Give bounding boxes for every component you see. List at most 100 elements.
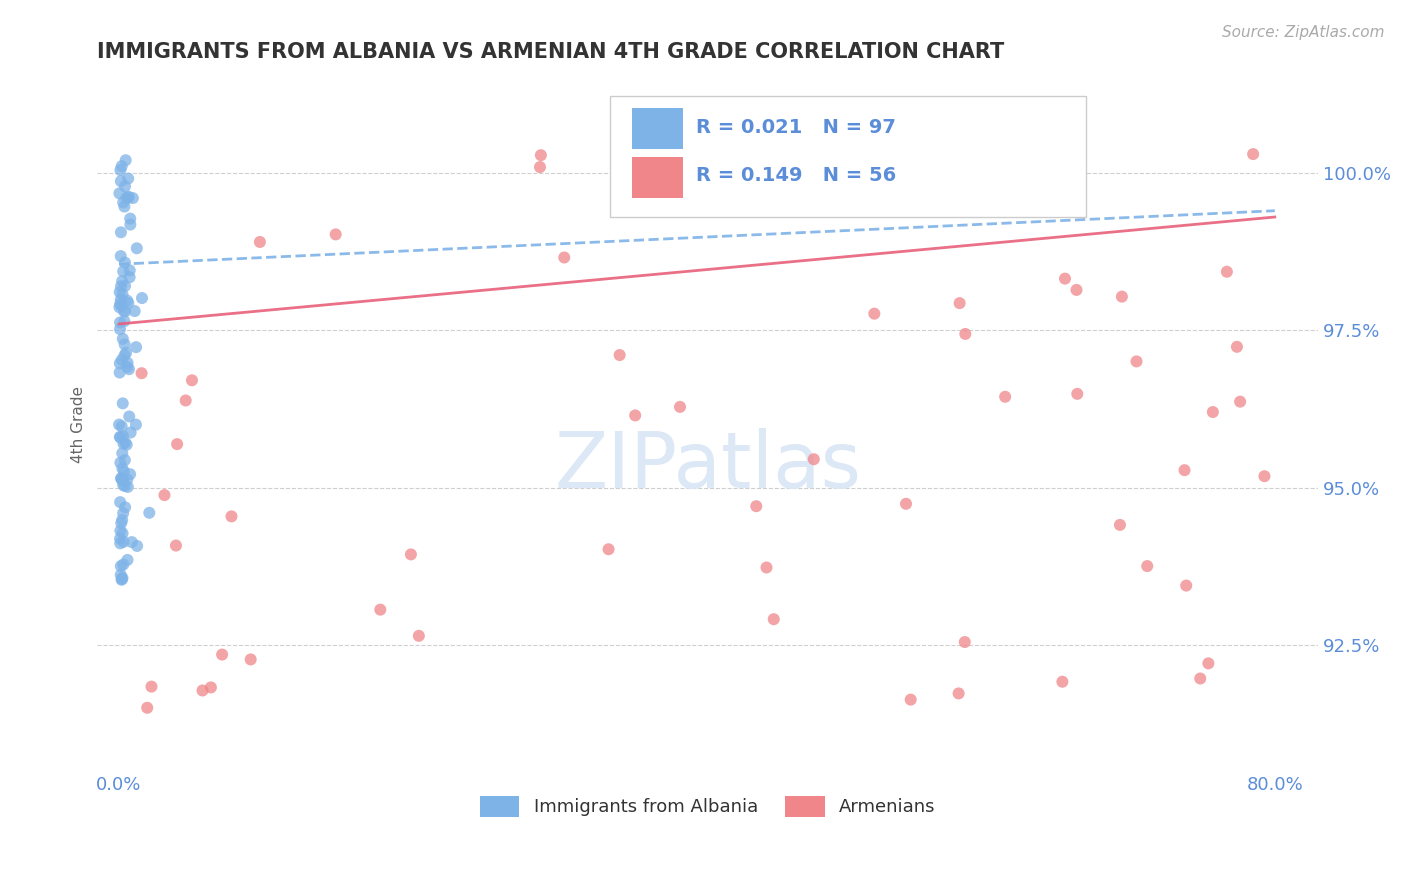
Point — [110, 524, 132, 538]
Point — [994, 390, 1017, 404]
Point — [112, 304, 135, 318]
Point — [949, 296, 972, 310]
Point — [1241, 147, 1264, 161]
Point — [108, 430, 131, 444]
Point — [110, 516, 132, 530]
Point — [1229, 394, 1251, 409]
Point — [115, 359, 138, 374]
Point — [114, 453, 136, 467]
Point — [110, 174, 132, 188]
Point — [200, 681, 222, 695]
Point — [1253, 469, 1275, 483]
Point — [111, 332, 134, 346]
Point — [120, 467, 142, 482]
Point — [117, 296, 139, 310]
Point — [114, 153, 136, 168]
Point — [110, 573, 132, 587]
Point — [1189, 672, 1212, 686]
Point — [108, 356, 131, 370]
Point — [114, 279, 136, 293]
Point — [131, 291, 153, 305]
Point — [115, 438, 138, 452]
Point — [111, 461, 134, 475]
Point — [1066, 387, 1088, 401]
Point — [111, 513, 134, 527]
Point — [368, 602, 391, 616]
Point — [110, 456, 132, 470]
Point — [408, 629, 430, 643]
Point — [117, 171, 139, 186]
Point — [114, 255, 136, 269]
Point — [108, 322, 131, 336]
Point — [1175, 578, 1198, 592]
Point — [110, 567, 132, 582]
Point — [110, 536, 132, 550]
Point — [110, 471, 132, 485]
Point — [108, 285, 131, 299]
Point — [110, 249, 132, 263]
FancyBboxPatch shape — [633, 108, 683, 149]
Point — [624, 409, 647, 423]
Point — [803, 452, 825, 467]
Point — [117, 480, 139, 494]
Point — [121, 535, 143, 549]
Point — [118, 270, 141, 285]
Point — [117, 190, 139, 204]
Text: R = 0.149   N = 56: R = 0.149 N = 56 — [696, 166, 896, 185]
Point — [110, 279, 132, 293]
Point — [114, 304, 136, 318]
Point — [111, 274, 134, 288]
Point — [191, 683, 214, 698]
Point — [181, 373, 204, 387]
Point — [117, 190, 139, 204]
Point — [108, 495, 131, 509]
Point — [114, 179, 136, 194]
Point — [953, 635, 976, 649]
Point — [221, 509, 243, 524]
Point — [108, 366, 131, 380]
Point — [669, 400, 692, 414]
Point — [112, 314, 135, 328]
Point — [112, 534, 135, 549]
Point — [1052, 674, 1074, 689]
Point — [112, 465, 135, 479]
Point — [1136, 559, 1159, 574]
Point — [118, 409, 141, 424]
Text: ZIPatlas: ZIPatlas — [554, 428, 862, 504]
Point — [110, 293, 132, 307]
Point — [111, 299, 134, 313]
Point — [817, 155, 839, 169]
Point — [110, 163, 132, 178]
Point — [399, 548, 422, 562]
Point — [108, 417, 131, 432]
Point — [900, 692, 922, 706]
Point — [112, 264, 135, 278]
Point — [111, 419, 134, 434]
Point — [153, 488, 176, 502]
Point — [114, 500, 136, 515]
Point — [955, 326, 977, 341]
Point — [166, 437, 188, 451]
Point — [863, 307, 886, 321]
Point — [553, 251, 575, 265]
Point — [125, 241, 148, 255]
Point — [1197, 657, 1219, 671]
Point — [108, 186, 131, 201]
Point — [108, 297, 131, 311]
Point — [115, 345, 138, 359]
Point — [127, 539, 149, 553]
Point — [249, 235, 271, 249]
Point — [894, 497, 917, 511]
Point — [174, 393, 197, 408]
Point — [110, 471, 132, 485]
Point — [111, 429, 134, 443]
Point — [114, 435, 136, 450]
Point — [125, 340, 148, 354]
Point — [112, 195, 135, 210]
Point — [1111, 290, 1133, 304]
Text: R = 0.021   N = 97: R = 0.021 N = 97 — [696, 118, 896, 136]
Point — [108, 300, 131, 314]
FancyBboxPatch shape — [610, 96, 1087, 217]
Point — [211, 648, 233, 662]
Point — [112, 200, 135, 214]
